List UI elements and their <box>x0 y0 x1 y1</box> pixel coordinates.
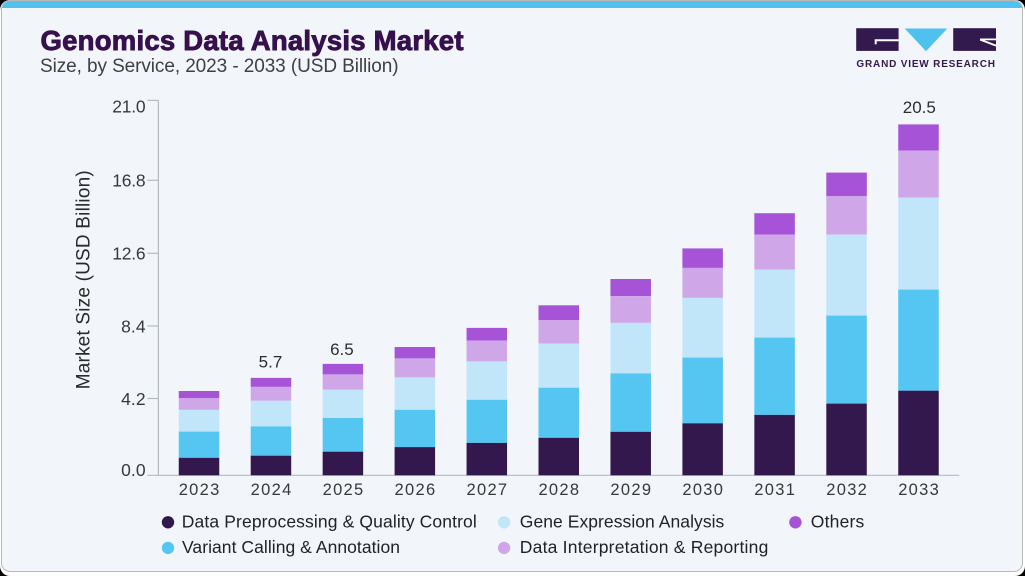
svg-text:2027: 2027 <box>467 481 508 499</box>
svg-text:2025: 2025 <box>323 481 364 499</box>
svg-text:Variant Calling & Annotation: Variant Calling & Annotation <box>182 537 400 557</box>
svg-text:2032: 2032 <box>826 481 867 499</box>
svg-text:Size, by Service, 2023 - 2033: Size, by Service, 2023 - 2033 (USD Billi… <box>40 56 399 77</box>
svg-text:2028: 2028 <box>538 481 579 499</box>
svg-text:20.5: 20.5 <box>903 98 936 117</box>
svg-text:GRAND VIEW RESEARCH: GRAND VIEW RESEARCH <box>856 59 995 70</box>
svg-text:16.8: 16.8 <box>112 171 145 191</box>
svg-text:2026: 2026 <box>395 481 436 499</box>
svg-text:Genomics Data Analysis Market: Genomics Data Analysis Market <box>41 25 464 56</box>
svg-text:4.2: 4.2 <box>121 389 146 409</box>
svg-text:21.0: 21.0 <box>112 97 146 117</box>
svg-text:Gene Expression Analysis: Gene Expression Analysis <box>520 511 725 531</box>
svg-text:2023: 2023 <box>179 481 220 499</box>
svg-text:2033: 2033 <box>898 481 939 499</box>
svg-text:0.0: 0.0 <box>121 460 146 480</box>
svg-text:8.4: 8.4 <box>121 316 146 336</box>
svg-text:12.6: 12.6 <box>112 244 145 264</box>
svg-text:Market Size (USD Billion): Market Size (USD Billion) <box>74 170 95 389</box>
svg-text:2024: 2024 <box>251 481 292 499</box>
svg-text:2029: 2029 <box>610 481 651 499</box>
svg-text:6.5: 6.5 <box>330 340 354 359</box>
svg-text:Others: Others <box>811 511 865 531</box>
svg-text:Data Interpretation & Reportin: Data Interpretation & Reporting <box>520 537 769 557</box>
svg-text:5.7: 5.7 <box>259 352 283 371</box>
svg-text:2031: 2031 <box>754 481 795 499</box>
svg-text:Data Preprocessing & Quality C: Data Preprocessing & Quality Control <box>182 511 477 531</box>
svg-text:2030: 2030 <box>682 481 723 499</box>
